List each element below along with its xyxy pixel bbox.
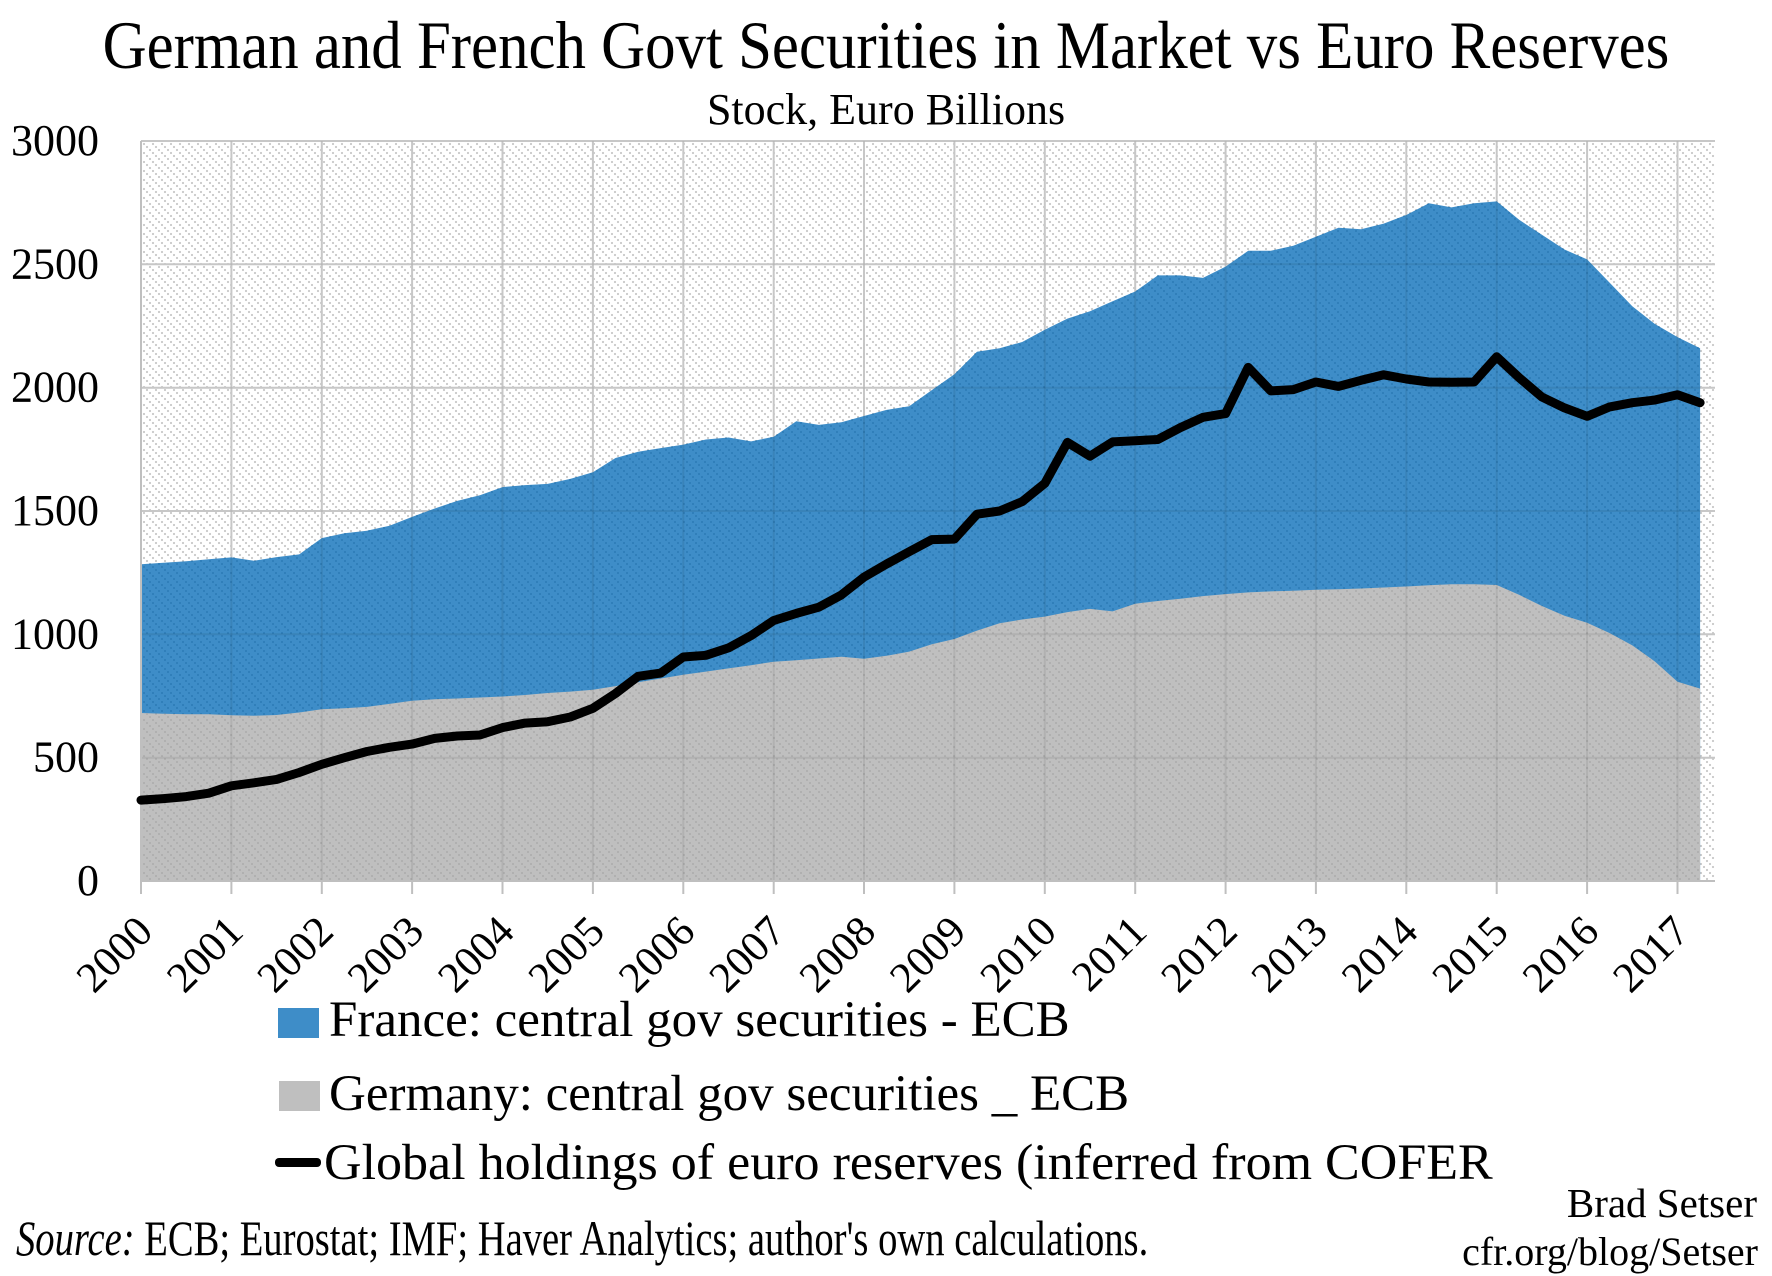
svg-text:3000: 3000 bbox=[11, 116, 99, 165]
svg-text:2007: 2007 bbox=[701, 908, 795, 1002]
svg-text:2016: 2016 bbox=[1514, 908, 1608, 1002]
svg-text:2000: 2000 bbox=[11, 363, 99, 412]
svg-text:2017: 2017 bbox=[1604, 908, 1698, 1002]
svg-text:2001: 2001 bbox=[158, 908, 252, 1002]
svg-text:1500: 1500 bbox=[11, 486, 99, 535]
svg-text:1000: 1000 bbox=[11, 609, 99, 658]
svg-text:2010: 2010 bbox=[972, 908, 1066, 1002]
svg-text:2002: 2002 bbox=[249, 908, 343, 1002]
svg-text:2500: 2500 bbox=[11, 239, 99, 288]
svg-text:2011: 2011 bbox=[1063, 908, 1156, 1001]
svg-text:2014: 2014 bbox=[1333, 908, 1427, 1002]
svg-text:2009: 2009 bbox=[881, 908, 975, 1002]
svg-text:500: 500 bbox=[33, 733, 99, 782]
svg-text:2015: 2015 bbox=[1424, 908, 1518, 1002]
svg-text:2012: 2012 bbox=[1152, 908, 1246, 1002]
svg-text:2004: 2004 bbox=[429, 908, 523, 1002]
svg-text:2000: 2000 bbox=[68, 908, 162, 1002]
svg-text:2006: 2006 bbox=[610, 908, 704, 1002]
svg-text:0: 0 bbox=[77, 856, 99, 905]
svg-text:2008: 2008 bbox=[791, 908, 885, 1002]
svg-text:2003: 2003 bbox=[339, 908, 433, 1002]
svg-text:2013: 2013 bbox=[1243, 908, 1337, 1002]
svg-text:2005: 2005 bbox=[520, 908, 614, 1002]
